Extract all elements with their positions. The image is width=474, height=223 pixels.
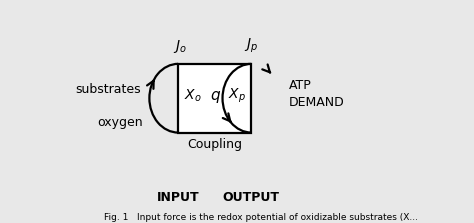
Text: $J_o$: $J_o$ <box>173 38 187 55</box>
Text: ATP
DEMAND: ATP DEMAND <box>289 79 345 109</box>
Text: $X_p$: $X_p$ <box>228 87 246 105</box>
Text: Fig. 1   Input force is the redox potential of oxidizable substrates (X...: Fig. 1 Input force is the redox potentia… <box>104 213 418 222</box>
Text: q: q <box>210 89 219 103</box>
Bar <box>178 64 251 132</box>
Text: substrates: substrates <box>75 83 140 96</box>
Text: OUTPUT: OUTPUT <box>223 191 280 204</box>
Text: INPUT: INPUT <box>157 191 200 204</box>
Text: Coupling: Coupling <box>187 138 242 151</box>
Text: $X_o$: $X_o$ <box>184 88 201 104</box>
Text: oxygen: oxygen <box>97 116 143 129</box>
Text: $J_p$: $J_p$ <box>244 37 258 55</box>
